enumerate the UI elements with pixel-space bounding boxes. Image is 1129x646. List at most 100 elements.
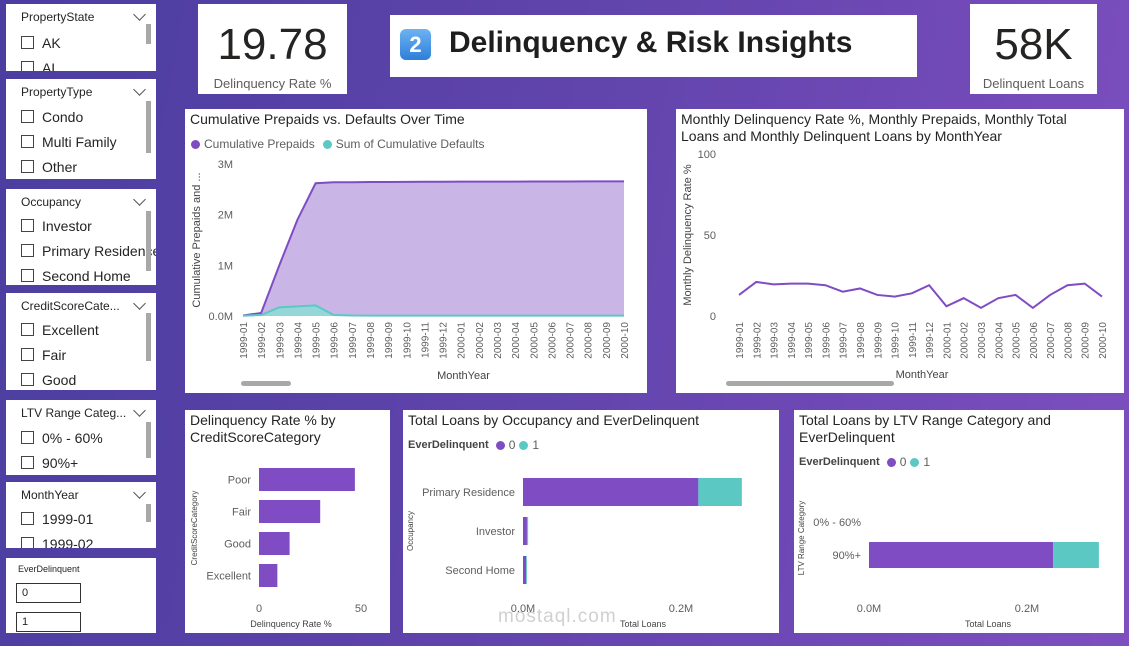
chart-monthly-delinquency[interactable]: Monthly Delinquency Rate %, Monthly Prep… <box>676 109 1124 393</box>
legend-dot <box>495 440 505 450</box>
x-tick-label: 2000-04 <box>511 322 522 359</box>
x-tick-label: 0.2M <box>1015 603 1039 615</box>
area-chart[interactable]: 0.0M 1M 2M 3M 1999-01 1999-02 1999-03 1999-04 19… <box>185 109 647 393</box>
slicer-option[interactable]: Multi Family <box>21 129 148 154</box>
chart-loans-by-ltv[interactable]: Total Loans by LTV Range Category and Ev… <box>794 410 1124 633</box>
slicer-option[interactable]: Excellent <box>21 317 148 342</box>
option-label: AL <box>42 59 60 72</box>
y-axis-title: Occupancy <box>406 511 415 551</box>
chevron-down-icon[interactable] <box>133 297 146 310</box>
chevron-down-icon[interactable] <box>133 404 146 417</box>
x-axis-title: MonthYear <box>896 369 949 381</box>
checkbox[interactable] <box>21 160 34 173</box>
slicer-property-type[interactable]: PropertyType Condo Multi Family Other <box>6 79 156 179</box>
checkbox[interactable] <box>21 431 34 444</box>
slicer-option[interactable]: Condo <box>21 104 148 129</box>
bar <box>259 564 278 587</box>
x-tick-label: 1999-02 <box>752 322 763 359</box>
slicer-option[interactable]: Fair <box>21 342 148 367</box>
x-tick-label: 1999-12 <box>925 322 936 359</box>
slicer-option[interactable]: Second Home <box>21 263 148 285</box>
checkbox[interactable] <box>21 348 34 361</box>
chart-loans-by-occupancy[interactable]: Total Loans by Occupancy and EverDelinqu… <box>403 410 779 633</box>
slicer-credit-score[interactable]: CreditScoreCate... Excellent Fair Good <box>6 293 156 390</box>
checkbox[interactable] <box>21 110 34 123</box>
y-tick-label: 50 <box>704 230 716 242</box>
scrollbar[interactable] <box>146 101 151 153</box>
chart-legend: Cumulative Prepaids Sum of Cumulative De… <box>191 137 484 151</box>
slicer-ltv-range[interactable]: LTV Range Categ... 0% - 60% 90%+ <box>6 400 156 475</box>
chevron-down-icon[interactable] <box>133 83 146 96</box>
slicer-option[interactable]: 90%+ <box>21 450 148 475</box>
x-axis-title: Total Loans <box>965 619 1012 629</box>
chart-title: Monthly Delinquency Rate %, Monthly Prep… <box>681 111 1067 144</box>
line-chart[interactable]: 0 50 100 1999-01 1999-02 1999-03 1999-04 1999-0… <box>676 109 1124 393</box>
checkbox[interactable] <box>21 36 34 49</box>
y-tick-label: 0 <box>710 311 716 323</box>
option-label: 1999-01 <box>42 510 94 527</box>
scrollbar[interactable] <box>146 504 151 522</box>
scrollbar[interactable] <box>146 24 151 44</box>
checkbox[interactable] <box>21 323 34 336</box>
legend-label: Sum of Cumulative Defaults <box>335 137 485 151</box>
x-tick-label: 2000-01 <box>457 322 468 359</box>
chart-legend: EverDelinquent 0 1 <box>799 455 930 469</box>
y-tick-label: 0% - 60% <box>813 517 861 529</box>
slicer-option[interactable]: AK <box>21 30 148 55</box>
slicer-option[interactable]: Primary Residence <box>21 238 156 263</box>
scrollbar[interactable] <box>146 313 151 361</box>
chevron-down-icon[interactable] <box>133 486 146 499</box>
slicer-option[interactable]: 1999-01 <box>21 506 148 531</box>
legend-title: EverDelinquent <box>408 439 489 451</box>
x-tick-label: 2000-06 <box>1029 322 1040 359</box>
slicer-option[interactable]: 0% - 60% <box>21 425 148 450</box>
slicer-option[interactable]: Good <box>21 367 148 390</box>
slicer-option[interactable]: Investor <box>21 213 148 238</box>
number-2-icon: 2 <box>400 29 431 60</box>
slicer-option[interactable]: 1999-02 <box>21 531 148 548</box>
kpi-value: 58K <box>994 20 1073 69</box>
checkbox[interactable] <box>21 512 34 525</box>
checkbox[interactable] <box>21 244 34 257</box>
slicer-occupancy[interactable]: Occupancy Investor Primary Residence Sec… <box>6 189 156 285</box>
series-area-cumulative-prepaids <box>243 181 624 316</box>
slicer-option[interactable]: AL <box>21 55 148 71</box>
x-tick-label: 50 <box>355 603 367 615</box>
slicer-month-year[interactable]: MonthYear 1999-01 1999-02 <box>6 482 156 548</box>
bar-segment <box>523 517 527 545</box>
chevron-down-icon[interactable] <box>133 8 146 21</box>
bar-chart[interactable]: Poor Fair Good Excellent 0 50 Delinquency Rate… <box>185 410 390 633</box>
checkbox[interactable] <box>21 61 34 71</box>
watermark: mostaql.com <box>498 606 617 627</box>
x-tick-label: 1999-05 <box>312 322 323 359</box>
legend-title: EverDelinquent <box>799 456 880 468</box>
slicer-title: CreditScoreCate... <box>21 299 120 313</box>
option-label: 0% - 60% <box>42 429 103 446</box>
x-tick-label: 2000-01 <box>942 322 953 359</box>
checkbox[interactable] <box>21 135 34 148</box>
checkbox[interactable] <box>21 456 34 469</box>
legend-dot <box>322 139 332 149</box>
kpi-label: Delinquency Rate % <box>213 76 332 91</box>
checkbox[interactable] <box>21 537 34 548</box>
kpi-delinquent-loans: 58K Delinquent Loans <box>970 4 1097 94</box>
scrollbar[interactable] <box>146 211 151 271</box>
chart-delinquency-by-credit[interactable]: Delinquency Rate % by CreditScoreCategor… <box>185 410 390 633</box>
ever-delinquent-option-0[interactable]: 0 <box>16 583 81 603</box>
slicer-property-state[interactable]: PropertyState AK AL <box>6 4 156 71</box>
chart-cumulative-prepaids[interactable]: Cumulative Prepaids vs. Defaults Over Ti… <box>185 109 647 393</box>
checkbox[interactable] <box>21 269 34 282</box>
option-label: Multi Family <box>42 133 117 150</box>
slicer-ever-delinquent[interactable]: EverDelinquent 0 1 <box>6 558 156 633</box>
chevron-down-icon[interactable] <box>133 193 146 206</box>
checkbox[interactable] <box>21 373 34 386</box>
slicer-option[interactable]: Other <box>21 154 148 179</box>
x-tick-label: 1999-09 <box>873 322 884 359</box>
slicer-title: Occupancy <box>21 195 82 209</box>
ever-delinquent-option-1[interactable]: 1 <box>16 612 81 632</box>
stacked-bar-chart[interactable]: Primary Residence Investor Second Home 0.0M… <box>403 410 779 633</box>
bar-segment <box>698 478 742 506</box>
scrollbar[interactable] <box>146 422 151 458</box>
checkbox[interactable] <box>21 219 34 232</box>
